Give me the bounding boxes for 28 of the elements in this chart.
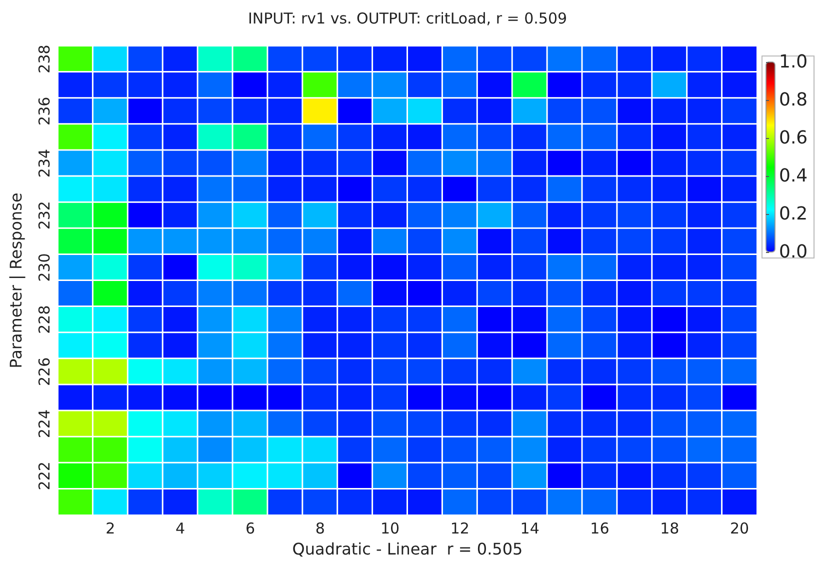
color-bar-label: 0.8	[779, 90, 808, 110]
color-bar-label: 0.2	[779, 204, 808, 224]
x-tick-label: 8	[315, 520, 325, 538]
color-bar-label: 0.6	[779, 128, 808, 148]
x-tick-label: 20	[730, 520, 750, 538]
y-tick-label: 232	[36, 201, 54, 230]
x-axis-title: Quadratic - Linear r = 0.505	[292, 539, 523, 558]
x-tick-label: 4	[176, 520, 186, 538]
x-tick-label: 16	[590, 520, 610, 538]
x-tick-label: 10	[380, 520, 400, 538]
y-tick-label: 228	[36, 305, 54, 334]
x-tick-label: 2	[106, 520, 116, 538]
x-tick-label: 12	[450, 520, 470, 538]
x-tick-label: 18	[660, 520, 680, 538]
color-bar-label: 1.0	[779, 52, 808, 72]
y-axis-title: Parameter | Response	[6, 192, 26, 368]
y-tick-label: 234	[36, 148, 54, 178]
chart-title: INPUT: rv1 vs. OUTPUT: critLoad, r = 0.509	[248, 10, 568, 28]
y-tick-label: 238	[36, 44, 54, 74]
y-tick-label: 224	[36, 409, 54, 438]
x-tick-label: 14	[520, 520, 540, 538]
color-bar-label: 0.0	[779, 242, 808, 262]
y-tick-label: 236	[36, 96, 54, 126]
y-tick-label: 230	[36, 253, 54, 282]
y-tick-label: 222	[36, 462, 54, 490]
x-tick-label: 6	[245, 520, 255, 538]
y-tick-label: 226	[36, 357, 54, 386]
color-bar-label: 0.4	[779, 166, 808, 186]
